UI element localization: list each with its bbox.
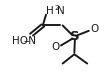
Text: N: N bbox=[57, 6, 64, 16]
Text: S: S bbox=[70, 30, 80, 43]
Text: HO: HO bbox=[12, 36, 28, 46]
Text: H: H bbox=[46, 6, 54, 16]
Text: –N: –N bbox=[23, 36, 36, 46]
Text: O: O bbox=[91, 24, 99, 34]
Text: O: O bbox=[51, 42, 59, 52]
Text: 2: 2 bbox=[54, 5, 59, 11]
